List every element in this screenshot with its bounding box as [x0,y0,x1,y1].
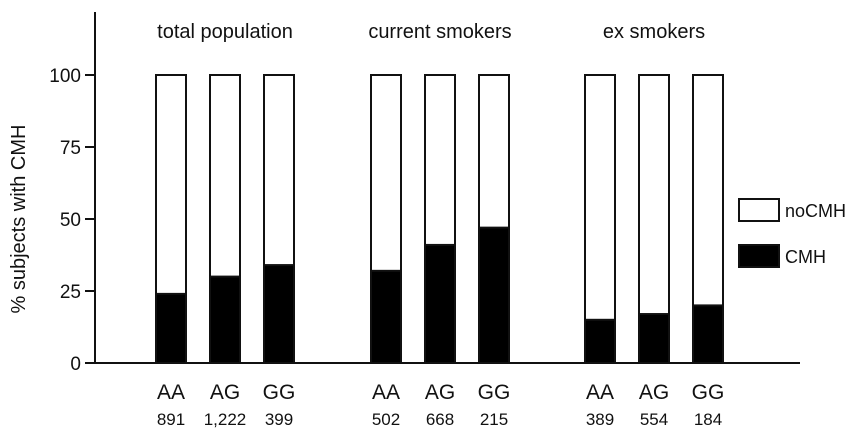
x-count-label: 215 [480,410,508,429]
group-title: total population [157,21,293,43]
y-tick-label: 50 [60,210,81,231]
bar-group: ex smokers AA 389 AG 554 GG 184 [584,21,725,429]
legend-swatch-cmh [738,244,780,268]
x-category-label: GG [263,381,296,404]
bar-group: total population AA 891 AG 1,222 GG 399 [155,21,296,429]
x-category-label: GG [692,381,725,404]
x-category-label: AG [639,381,669,404]
x-category-label: AG [210,381,240,404]
x-category-label: AA [372,381,400,404]
bar-CMH [478,226,510,364]
x-category-label: AG [425,381,455,404]
bar-group: current smokers AA 502 AG 668 GG 215 [368,21,511,429]
x-count-label: 1,222 [204,410,247,429]
x-category-label: GG [478,381,511,404]
y-tick-label: 25 [60,282,81,303]
legend: noCMH CMH [738,198,846,268]
bar-CMH [370,269,402,364]
x-category-label: AA [586,381,614,404]
x-count-label: 554 [640,410,668,429]
bar-CMH [584,318,616,364]
y-tick-label: 0 [70,354,81,375]
x-count-label: 891 [157,410,185,429]
group-title: current smokers [368,21,511,43]
bar-CMH [424,243,456,364]
x-category-label: AA [157,381,185,404]
x-count-label: 668 [426,410,454,429]
legend-label-nocmh: noCMH [785,201,846,221]
x-count-label: 399 [265,410,293,429]
group-title: ex smokers [603,21,705,43]
bar-CMH [692,304,724,364]
bar-groups: total population AA 891 AG 1,222 GG 399 current… [155,21,725,429]
bar-CMH [155,292,187,365]
x-count-label: 389 [586,410,614,429]
y-tick-label: 100 [49,66,81,87]
legend-swatch-nocmh [738,198,780,222]
bar-noCMH [584,74,616,364]
bar-CMH [638,313,670,365]
bar-CMH [263,264,295,364]
x-count-label: 184 [694,410,722,429]
x-count-label: 502 [372,410,400,429]
bar-CMH [209,275,241,365]
y-tick-label: 75 [60,138,81,159]
legend-label-cmh: CMH [785,247,826,267]
y-axis-label: % subjects with CMH [8,125,30,314]
y-ticks: 0 25 50 75 100 [49,66,95,375]
